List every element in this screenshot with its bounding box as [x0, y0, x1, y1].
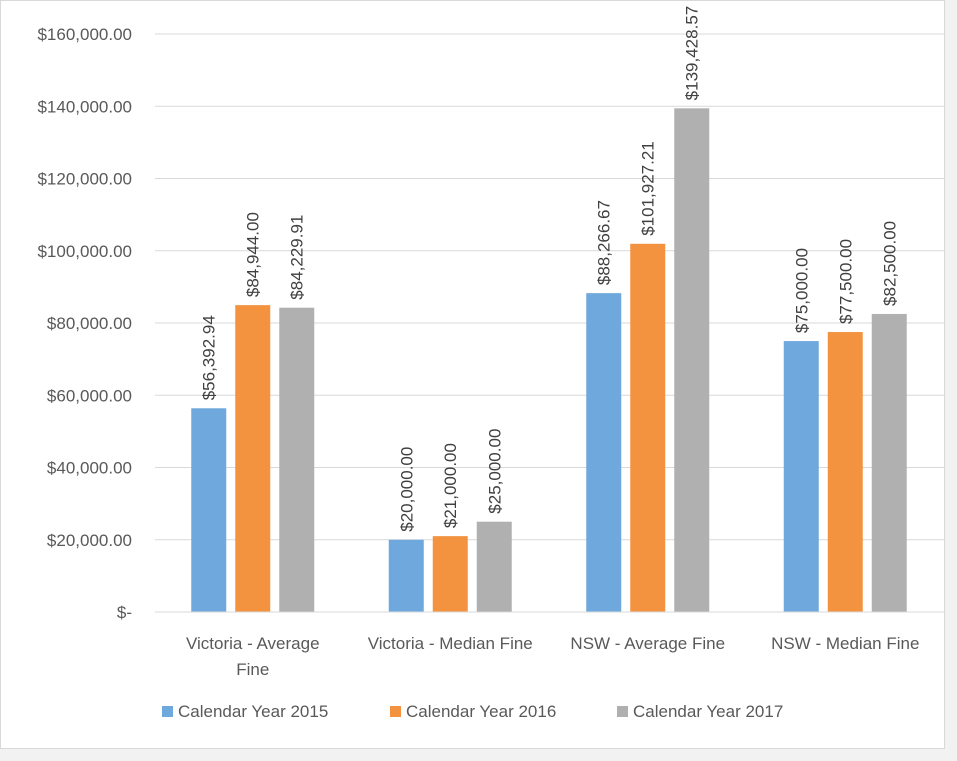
x-tick-label: Victoria - Median Fine — [368, 634, 533, 653]
data-label: $75,000.00 — [792, 248, 811, 333]
bar — [476, 521, 512, 612]
data-label: $88,266.67 — [595, 200, 614, 285]
y-tick-label: $40,000.00 — [47, 459, 132, 478]
bar — [827, 332, 863, 612]
data-label: $25,000.00 — [485, 429, 504, 514]
data-label: $21,000.00 — [441, 443, 460, 528]
y-tick-label: $160,000.00 — [37, 25, 132, 44]
y-tick-label: $140,000.00 — [37, 97, 132, 116]
bar — [235, 305, 271, 612]
x-tick-label: NSW - Average Fine — [570, 634, 725, 653]
bar — [388, 539, 424, 612]
bar — [432, 536, 468, 612]
y-tick-label: $80,000.00 — [47, 314, 132, 333]
y-tick-label: $20,000.00 — [47, 531, 132, 550]
bar — [674, 108, 710, 612]
legend-label: Calendar Year 2017 — [633, 702, 783, 721]
data-label: $77,500.00 — [836, 239, 855, 324]
y-tick-label: $100,000.00 — [37, 242, 132, 261]
data-label: $84,229.91 — [288, 215, 307, 300]
y-tick-label: $60,000.00 — [47, 386, 132, 405]
legend-swatch — [162, 706, 173, 717]
data-label: $82,500.00 — [880, 221, 899, 306]
bar — [586, 293, 622, 612]
bar — [783, 341, 819, 612]
data-label: $56,392.94 — [200, 315, 219, 400]
bar — [871, 313, 907, 612]
legend-label: Calendar Year 2016 — [406, 702, 556, 721]
x-tick-label: Fine — [236, 660, 269, 679]
data-label: $20,000.00 — [397, 447, 416, 532]
legend-label: Calendar Year 2015 — [178, 702, 328, 721]
bar — [191, 408, 227, 612]
data-label: $139,428.57 — [683, 6, 702, 101]
x-tick-label: Victoria - Average — [186, 634, 320, 653]
y-tick-label: $- — [117, 603, 132, 622]
data-label: $101,927.21 — [639, 141, 658, 236]
legend-swatch — [390, 706, 401, 717]
legend-swatch — [617, 706, 628, 717]
y-tick-label: $120,000.00 — [37, 170, 132, 189]
data-label: $84,944.00 — [244, 212, 263, 297]
bar — [279, 307, 315, 612]
bar — [630, 243, 666, 612]
x-tick-label: NSW - Median Fine — [771, 634, 919, 653]
